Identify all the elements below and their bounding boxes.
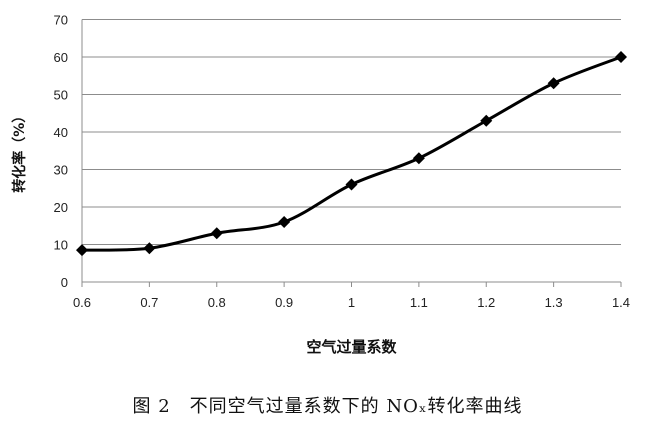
y-tick-label: 20 xyxy=(54,200,68,215)
y-tick-label: 70 xyxy=(54,13,68,28)
x-tick-label: 0.8 xyxy=(208,295,226,310)
x-tick-label: 0.9 xyxy=(275,295,293,310)
data-point xyxy=(345,178,358,191)
data-point xyxy=(76,244,88,257)
line-chart: 0 10 20 30 40 50 60 70 0.6 0.7 0.8 0.9 1 1.1 1.2 1.3 1.4… xyxy=(11,13,630,357)
x-tick-label: 1.3 xyxy=(545,295,563,310)
data-point xyxy=(615,51,627,63)
series-line xyxy=(81,55,622,252)
x-tick-label: 0.7 xyxy=(140,295,158,310)
data-point xyxy=(412,152,425,165)
y-tick-label: 30 xyxy=(54,163,68,178)
data-point xyxy=(547,77,560,90)
data-point xyxy=(210,227,223,240)
y-tick-label: 40 xyxy=(54,125,68,140)
x-tick-label: 0.6 xyxy=(73,295,91,310)
y-tick-label: 10 xyxy=(54,238,68,253)
figure-caption: 图 2 不同空气过量系数下的 NOₓ转化率曲线 xyxy=(132,396,523,417)
x-tick-label: 1.4 xyxy=(612,295,630,310)
data-point xyxy=(143,242,156,255)
y-tick-label: 50 xyxy=(54,88,68,103)
y-tick-label: 0 xyxy=(61,275,68,290)
x-tick-label: 1.1 xyxy=(410,295,428,310)
data-point xyxy=(278,216,291,228)
x-tick-label: 1.2 xyxy=(477,295,495,310)
x-axis-label: 空气过量系数 xyxy=(306,338,397,356)
data-point xyxy=(480,114,493,127)
y-axis-label: 转化率（%） xyxy=(11,109,28,193)
y-tick-label: 60 xyxy=(54,50,68,65)
x-tick-label: 1 xyxy=(348,295,355,310)
